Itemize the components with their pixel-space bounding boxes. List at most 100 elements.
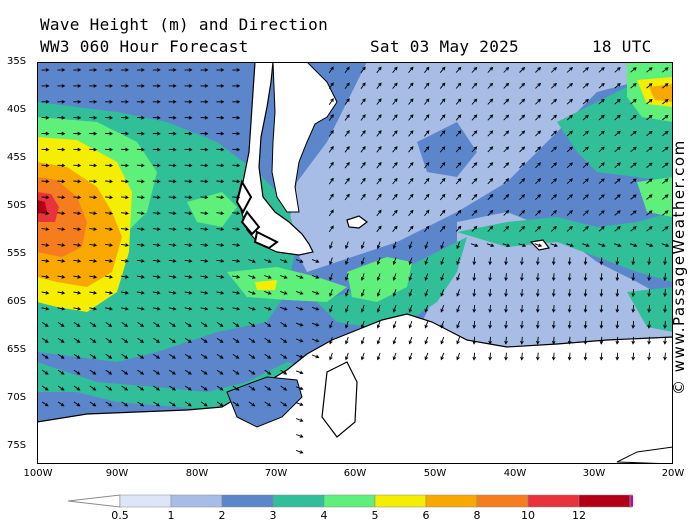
direction-arrow — [311, 338, 319, 342]
direction-arrow — [409, 241, 413, 249]
chile-fjords — [235, 179, 279, 250]
direction-arrow — [264, 385, 271, 391]
direction-arrow — [409, 289, 413, 297]
direction-arrow — [553, 304, 555, 313]
direction-arrow — [440, 289, 445, 297]
direction-arrowhead — [504, 309, 508, 313]
direction-arrowhead — [378, 209, 382, 214]
direction-arrow — [598, 178, 605, 184]
direction-arrowhead — [585, 243, 590, 247]
direction-arrowhead — [488, 309, 492, 313]
direction-arrowhead — [521, 178, 526, 182]
direction-arrowhead — [93, 211, 98, 216]
direction-arrow — [582, 243, 590, 247]
lat-label-50s: 50S — [7, 200, 27, 211]
direction-arrowhead — [521, 194, 526, 198]
direction-arrowhead — [360, 356, 365, 361]
direction-arrow — [377, 257, 381, 265]
direction-arrow — [392, 146, 398, 153]
direction-arrow — [328, 82, 334, 90]
direction-arrow — [568, 352, 571, 360]
direction-arrowhead — [188, 211, 193, 216]
direction-arrow — [295, 354, 303, 358]
direction-arrow — [232, 322, 239, 327]
direction-arrow — [169, 322, 176, 327]
wave-map[interactable] — [37, 62, 673, 464]
direction-arrowhead — [663, 324, 667, 329]
direction-arrowhead — [535, 277, 540, 282]
direction-arrowhead — [156, 147, 161, 152]
direction-arrow — [120, 196, 129, 198]
direction-arrowhead — [408, 245, 413, 250]
direction-arrow — [168, 291, 176, 294]
direction-arrow — [120, 275, 129, 278]
lat-label-60s: 60S — [7, 296, 27, 307]
direction-arrow — [311, 275, 319, 279]
direction-arrow — [376, 82, 382, 89]
direction-arrow — [503, 194, 509, 201]
direction-arrowhead — [330, 145, 334, 150]
direction-arrowhead — [663, 261, 667, 266]
direction-arrowhead — [617, 98, 621, 103]
direction-arrow — [232, 353, 239, 359]
lat-label-65s: 65S — [7, 344, 27, 355]
direction-arrow — [455, 178, 462, 185]
direction-arrow — [505, 273, 507, 281]
direction-arrowhead — [140, 371, 145, 375]
direction-arrowhead — [346, 130, 350, 134]
direction-arrowhead — [267, 387, 272, 391]
direction-arrowhead — [345, 308, 349, 313]
direction-arrowhead — [172, 275, 177, 279]
direction-arrowhead — [236, 275, 241, 279]
scale-swatch — [221, 494, 274, 508]
direction-arrowhead — [124, 387, 129, 391]
direction-arrow — [73, 180, 81, 183]
direction-arrowhead — [125, 195, 129, 200]
direction-arrow — [582, 115, 589, 121]
scale-swatch — [272, 494, 325, 508]
direction-arrowhead — [617, 243, 622, 247]
bellingshausen-coast — [226, 376, 303, 428]
direction-arrowhead — [409, 98, 414, 103]
direction-arrow — [632, 273, 635, 281]
green-patch-1 — [187, 192, 237, 227]
direction-arrow — [550, 210, 557, 216]
direction-arrowhead — [504, 261, 508, 266]
direction-arrowhead — [188, 179, 193, 184]
direction-arrow — [487, 130, 493, 137]
direction-arrow — [41, 275, 49, 278]
direction-arrowhead — [204, 179, 209, 184]
direction-arrow — [295, 275, 303, 279]
direction-arrowhead — [77, 84, 82, 88]
direction-arrowhead — [346, 177, 350, 182]
direction-arrowhead — [505, 146, 510, 151]
direction-arrow — [535, 194, 541, 201]
direction-arrowhead — [61, 84, 66, 88]
direction-arrow — [361, 305, 365, 312]
direction-arrowhead — [125, 163, 129, 168]
direction-arrowhead — [156, 84, 161, 88]
direction-arrow — [664, 273, 666, 281]
direction-arrowhead — [125, 227, 129, 231]
direction-arrowhead — [108, 339, 113, 343]
direction-arrow — [646, 178, 653, 184]
direction-arrowhead — [77, 115, 82, 120]
direction-arrow — [598, 226, 605, 232]
direction-arrowhead — [504, 293, 508, 298]
scale-swatch — [119, 494, 172, 508]
direction-arrowhead — [156, 195, 161, 200]
direction-arrowhead — [522, 243, 527, 247]
direction-arrow — [200, 212, 208, 214]
direction-arrow — [73, 322, 80, 327]
direction-arrow — [568, 336, 571, 344]
direction-arrow — [424, 320, 429, 328]
direction-arrowhead — [601, 210, 605, 214]
direction-arrowhead — [45, 195, 50, 200]
direction-arrowhead — [124, 355, 129, 359]
direction-arrowhead — [61, 211, 66, 216]
direction-arrowhead — [663, 356, 667, 361]
direction-arrowhead — [60, 387, 65, 391]
direction-arrowhead — [457, 225, 462, 230]
direction-arrowhead — [299, 418, 304, 422]
direction-arrowhead — [77, 227, 82, 231]
